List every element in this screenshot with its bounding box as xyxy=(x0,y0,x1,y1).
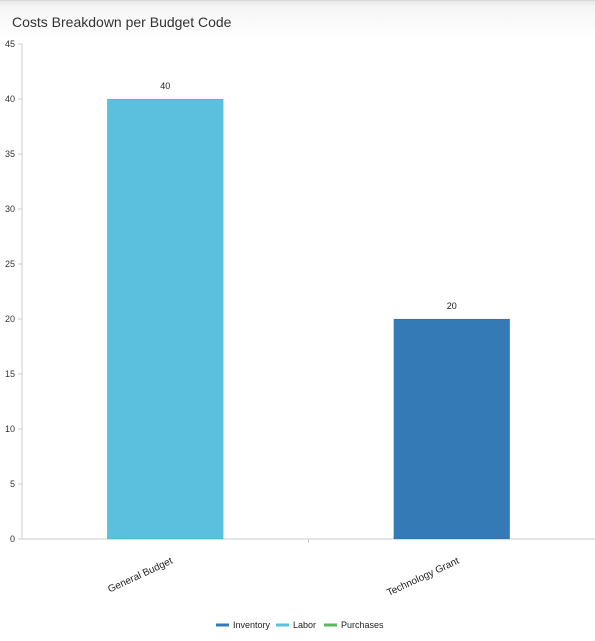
y-tick-label: 0 xyxy=(10,534,15,544)
chart-bars xyxy=(107,98,510,540)
y-tick-label: 20 xyxy=(5,314,15,324)
y-tick-label: 25 xyxy=(5,259,15,269)
y-axis-ticks: 0 5 10 15 20 25 30 35 40 45 xyxy=(5,39,22,544)
legend-label: Labor xyxy=(293,620,316,630)
data-labels: 40 20 xyxy=(160,81,457,311)
bar-value-label: 20 xyxy=(447,301,457,311)
panel-header: Costs Breakdown per Budget Code xyxy=(0,1,595,41)
category-label: Technology Grant xyxy=(385,556,461,599)
legend-label: Purchases xyxy=(341,620,384,630)
legend-swatch xyxy=(216,623,229,627)
legend-item-inventory[interactable]: Inventory xyxy=(216,620,271,630)
y-tick-label: 10 xyxy=(5,424,15,434)
bar-general-budget[interactable] xyxy=(107,98,224,540)
y-tick-label: 5 xyxy=(10,479,15,489)
y-tick-label: 35 xyxy=(5,149,15,159)
chart-legend[interactable]: Inventory Labor Purchases xyxy=(216,620,384,630)
legend-swatch xyxy=(276,623,289,627)
legend-item-purchases[interactable]: Purchases xyxy=(324,620,384,630)
y-tick-label: 30 xyxy=(5,204,15,214)
category-labels: General Budget Technology Grant xyxy=(106,556,461,599)
y-tick-label: 15 xyxy=(5,369,15,379)
bar-technology-grant[interactable] xyxy=(393,318,510,540)
y-tick-label: 45 xyxy=(5,39,15,49)
legend-item-labor[interactable]: Labor xyxy=(276,620,316,630)
category-label: General Budget xyxy=(106,556,174,596)
bar-value-label: 40 xyxy=(160,81,170,91)
y-tick-label: 40 xyxy=(5,94,15,104)
legend-label: Inventory xyxy=(233,620,271,630)
legend-swatch xyxy=(324,623,337,627)
panel-title: Costs Breakdown per Budget Code xyxy=(12,14,232,30)
